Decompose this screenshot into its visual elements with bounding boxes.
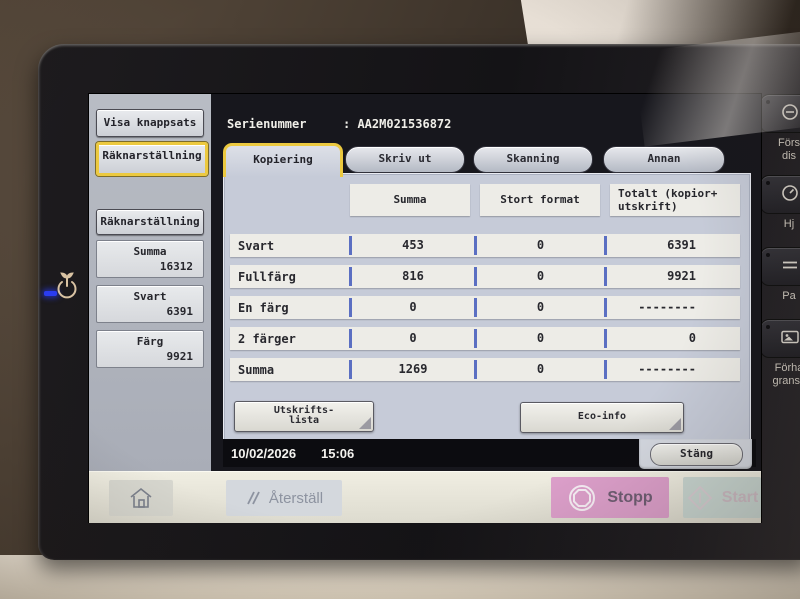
reset-slashes-icon (247, 491, 260, 505)
counter-table-panel: Summa Stort format Totalt (kopior+ utskr… (223, 173, 751, 441)
close-button[interactable]: Stäng (650, 443, 743, 466)
row-stort-format: 0 (474, 267, 604, 286)
control-panel-bezel: Förs dis Hj Pa Förha (38, 24, 800, 560)
power-led (44, 291, 57, 296)
counter-color: Färg 9921 (96, 330, 204, 368)
home-icon (130, 487, 152, 508)
row-label: Summa (238, 362, 275, 377)
print-list-button[interactable]: Utskrifts- lista (234, 401, 374, 432)
row-summa: 453 (349, 236, 474, 255)
row-stort-format: 0 (474, 360, 604, 379)
pause-lines-icon (781, 257, 799, 276)
side-key-label: Pa (782, 290, 796, 302)
counter-value: 9921 (166, 350, 194, 363)
key-led (766, 181, 770, 185)
desk-surface (0, 555, 800, 599)
sidebar: Visa knappsats Räknarställning Räknarstä… (89, 94, 212, 471)
home-button[interactable] (109, 480, 173, 516)
help-icon (781, 184, 799, 206)
row-label: En färg (238, 300, 289, 315)
row-totalt: -------- (604, 298, 740, 317)
counter-list-header: Räknarställning (96, 209, 204, 235)
row-stort-format: 0 (474, 298, 604, 317)
column-header-totalt: Totalt (kopior+ utskrift) (610, 184, 740, 216)
status-date: 10/02/2026 (231, 446, 297, 461)
side-key-label: Förs dis (778, 137, 800, 162)
row-summa: 0 (349, 329, 474, 348)
hardware-key-bar: Återställ Stopp Start (89, 471, 761, 523)
column-header-summa: Summa (350, 184, 470, 216)
table-row-2-farger: 2 färger 0 0 0 (230, 327, 740, 350)
start-button[interactable]: Start (683, 477, 761, 518)
counter-label: Färg (136, 335, 164, 348)
row-stort-format: 0 (474, 236, 604, 255)
close-tab: Stäng (639, 439, 752, 469)
side-key-label: Hj (783, 218, 795, 230)
table-row-fullfarg: Fullfärg 816 0 9921 (230, 265, 740, 288)
side-key-column: Förs dis Hj Pa Förha (760, 94, 800, 400)
tab-skanning[interactable]: Skanning (473, 146, 593, 173)
main-area: Serienummer : AA2M021536872 Kopiering Sk… (211, 94, 761, 471)
reset-button[interactable]: Återställ (226, 480, 342, 516)
pause-button[interactable] (760, 247, 800, 286)
key-led (766, 253, 770, 257)
serial-number-label: Serienummer (227, 117, 307, 131)
power-button[interactable] (54, 272, 84, 302)
preview-icon (781, 329, 799, 348)
row-totalt: 9921 (604, 267, 740, 286)
side-key-label: Förha gransk (772, 362, 800, 387)
status-time: 15:06 (321, 446, 355, 461)
counter-label: Summa (133, 245, 167, 258)
enlarge-display-button[interactable] (760, 94, 800, 133)
table-row-svart: Svart 453 0 6391 (230, 234, 740, 257)
key-led (766, 325, 770, 329)
row-label: Svart (238, 238, 275, 253)
stop-icon (569, 484, 596, 511)
row-summa: 816 (349, 267, 474, 286)
help-button[interactable] (760, 175, 800, 214)
column-header-stort-format: Stort format (480, 184, 600, 216)
enlarge-display-icon (781, 103, 799, 125)
counter-label: Svart (133, 290, 167, 303)
counter-total: Summa 16312 (96, 240, 204, 278)
start-icon (687, 485, 713, 510)
preview-button[interactable] (760, 319, 800, 358)
row-stort-format: 0 (474, 329, 604, 348)
show-keypad-button[interactable]: Visa knappsats (96, 109, 204, 137)
table-row-summa: Summa 1269 0 -------- (230, 358, 740, 381)
serial-number-value: : AA2M021536872 (343, 117, 452, 131)
counter-black: Svart 6391 (96, 285, 204, 323)
counter-value: 6391 (166, 305, 194, 318)
table-row-en-farg: En färg 0 0 -------- (230, 296, 740, 319)
stop-label: Stopp (607, 488, 653, 506)
tab-annan[interactable]: Annan (603, 146, 725, 173)
touchscreen: Visa knappsats Räknarställning Räknarstä… (88, 93, 762, 523)
row-summa: 1269 (349, 360, 474, 379)
tab-kopiering[interactable]: Kopiering (223, 143, 343, 177)
row-label: Fullfärg (238, 269, 296, 284)
key-led (766, 100, 770, 104)
power-leaf-icon (54, 272, 80, 306)
row-totalt: 0 (604, 329, 740, 348)
counter-value: 16312 (159, 260, 193, 273)
reset-label: Återställ (268, 489, 324, 507)
row-totalt: -------- (604, 360, 740, 379)
row-label: 2 färger (238, 331, 296, 346)
row-summa: 0 (349, 298, 474, 317)
row-totalt: 6391 (604, 236, 740, 255)
eco-info-button[interactable]: Eco-info (520, 402, 684, 433)
counter-button[interactable]: Räknarställning (96, 142, 208, 176)
stop-button[interactable]: Stopp (551, 477, 669, 518)
tab-skriv-ut[interactable]: Skriv ut (345, 146, 465, 173)
start-label: Start (721, 488, 759, 506)
